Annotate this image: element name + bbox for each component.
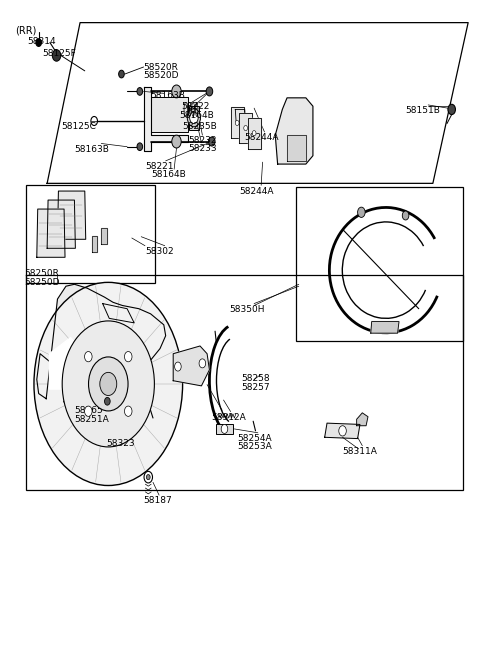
Text: 58187: 58187 (144, 497, 172, 505)
Circle shape (190, 112, 198, 123)
Circle shape (448, 104, 456, 115)
Circle shape (221, 424, 228, 434)
Circle shape (137, 143, 143, 151)
Circle shape (208, 137, 215, 146)
Circle shape (358, 207, 365, 217)
Polygon shape (371, 321, 399, 333)
Text: 58221: 58221 (145, 162, 173, 171)
Polygon shape (47, 200, 75, 248)
Circle shape (105, 398, 110, 405)
Polygon shape (144, 87, 188, 152)
Text: 58235B: 58235B (182, 122, 217, 131)
Polygon shape (101, 228, 107, 245)
Polygon shape (324, 423, 360, 439)
Circle shape (252, 131, 256, 136)
Circle shape (36, 39, 41, 47)
Circle shape (84, 352, 92, 362)
Circle shape (137, 87, 143, 95)
Circle shape (34, 282, 182, 485)
Polygon shape (151, 96, 188, 132)
Text: 58244A: 58244A (245, 133, 279, 142)
Circle shape (172, 85, 181, 98)
Text: 58312A: 58312A (212, 413, 247, 422)
Circle shape (62, 321, 155, 447)
Text: 58125C: 58125C (61, 122, 96, 131)
Polygon shape (37, 209, 65, 257)
Polygon shape (275, 98, 313, 164)
Text: 58244A: 58244A (239, 186, 274, 195)
Text: 58323: 58323 (106, 439, 134, 447)
Text: 58314: 58314 (27, 37, 56, 47)
Text: 58365: 58365 (74, 407, 103, 415)
Circle shape (88, 357, 128, 411)
Text: 58311A: 58311A (343, 447, 377, 456)
Text: 58233: 58233 (188, 144, 217, 153)
Polygon shape (37, 284, 166, 399)
Text: 58258: 58258 (241, 375, 270, 383)
Circle shape (339, 426, 346, 436)
Text: 58222: 58222 (181, 102, 210, 112)
Circle shape (402, 211, 409, 220)
Circle shape (52, 50, 61, 61)
Text: 58350H: 58350H (229, 306, 265, 314)
Circle shape (124, 352, 132, 362)
Text: 58232: 58232 (188, 136, 217, 145)
Text: (RR): (RR) (15, 26, 36, 36)
Bar (297, 186, 463, 341)
Polygon shape (49, 338, 89, 389)
Circle shape (244, 125, 248, 131)
Text: 58302: 58302 (145, 247, 174, 256)
Circle shape (235, 120, 239, 125)
Circle shape (119, 70, 124, 78)
Polygon shape (248, 118, 261, 149)
Circle shape (144, 472, 153, 483)
Text: 58254A: 58254A (238, 434, 272, 443)
Circle shape (187, 109, 201, 127)
Circle shape (124, 406, 132, 417)
Polygon shape (92, 236, 97, 252)
Text: 58253A: 58253A (238, 442, 272, 451)
Text: 58163B: 58163B (74, 145, 109, 154)
Text: 58250D: 58250D (24, 278, 60, 287)
Text: 58520R: 58520R (144, 63, 179, 72)
Circle shape (146, 474, 150, 480)
Text: 58163B: 58163B (151, 91, 185, 100)
Text: 58250R: 58250R (24, 270, 60, 279)
Circle shape (100, 373, 117, 396)
Polygon shape (58, 191, 86, 239)
Polygon shape (357, 413, 368, 426)
Bar (26, 185, 156, 283)
Polygon shape (239, 113, 252, 144)
Circle shape (175, 362, 181, 371)
Text: 58164B: 58164B (152, 171, 186, 180)
Polygon shape (173, 346, 209, 386)
Polygon shape (103, 304, 134, 323)
Circle shape (84, 406, 92, 417)
Bar (216, 424, 233, 434)
Polygon shape (230, 108, 244, 138)
Text: 58151B: 58151B (406, 106, 441, 115)
Bar (189, 106, 199, 130)
Bar (26, 275, 464, 490)
Circle shape (199, 359, 205, 368)
Text: 58520D: 58520D (144, 72, 179, 81)
Text: 58164B: 58164B (179, 111, 214, 119)
Polygon shape (287, 135, 306, 161)
Text: 58257: 58257 (241, 382, 270, 392)
Circle shape (172, 135, 181, 148)
Polygon shape (235, 110, 246, 123)
Text: 58125F: 58125F (42, 49, 76, 58)
Circle shape (206, 87, 213, 96)
Text: 58251A: 58251A (74, 415, 109, 424)
